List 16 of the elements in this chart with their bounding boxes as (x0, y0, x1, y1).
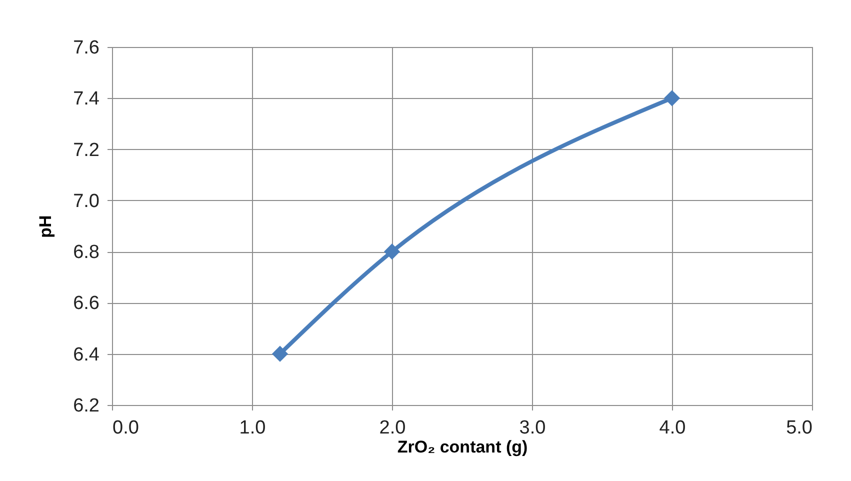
x-tick-label: 1.0 (239, 418, 266, 438)
y-tick-label: 6.4 (73, 344, 100, 366)
x-tick-label: 4.0 (659, 418, 686, 438)
y-tick-label: 6.2 (73, 396, 100, 416)
y-tick-label: 7.6 (73, 38, 100, 58)
y-axis-title: pH (36, 215, 56, 238)
x-tick-label: 5.0 (786, 418, 812, 438)
x-axis-title: ZrO₂ contant (g) (397, 438, 528, 456)
x-tick-label: 2.0 (379, 418, 406, 438)
x-tick-label: 0.0 (112, 418, 139, 438)
y-tick-label: 7.4 (73, 88, 100, 110)
y-tick-label: 6.8 (73, 242, 100, 264)
y-tick-label: 6.6 (73, 293, 100, 314)
y-tick-label: 7.2 (73, 140, 100, 161)
x-tick-label: 3.0 (519, 418, 546, 438)
y-tick-label: 7.0 (73, 190, 100, 212)
